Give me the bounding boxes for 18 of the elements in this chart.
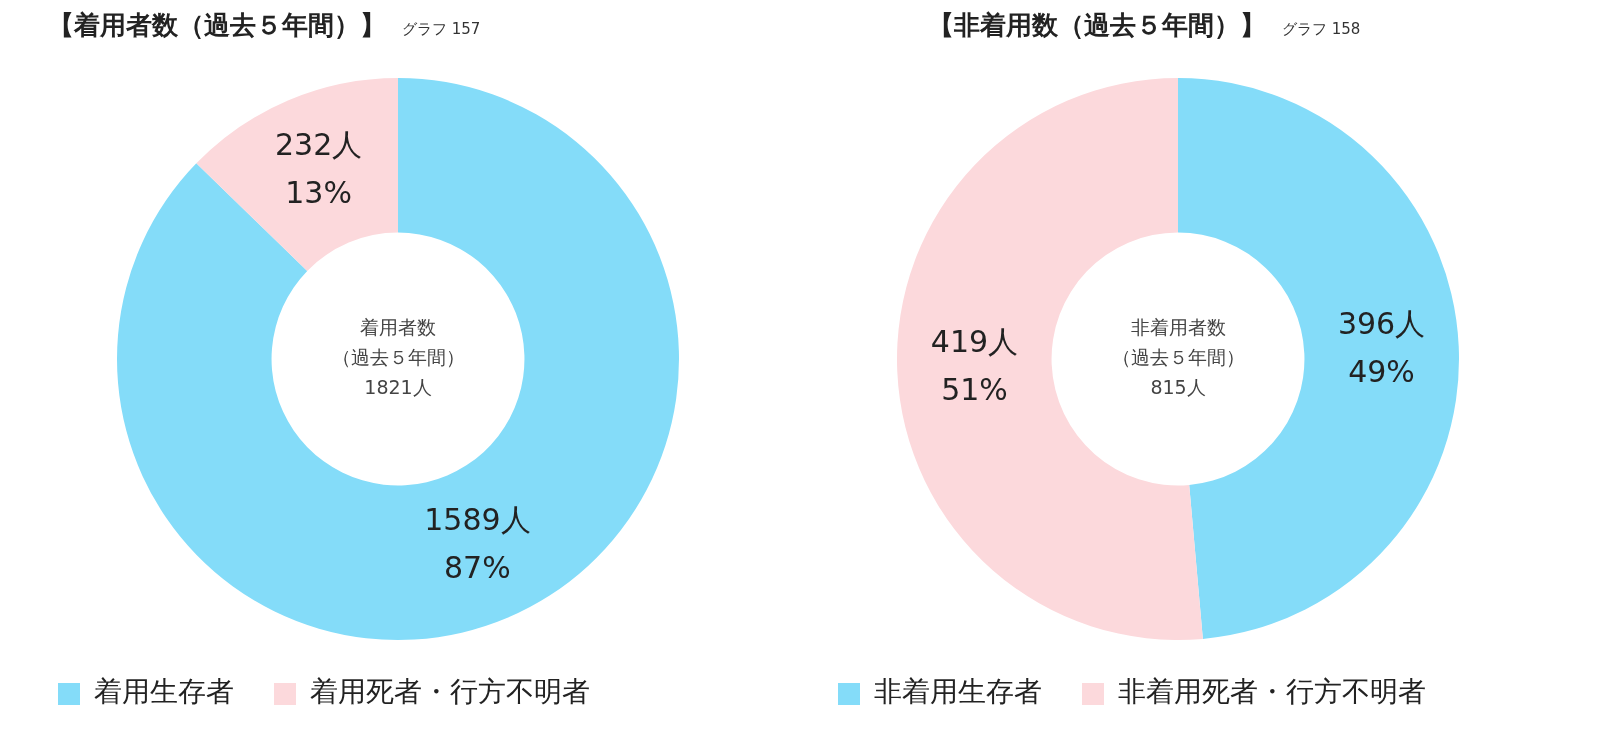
text: 着用者数 (360, 315, 436, 338)
chart-subtitle: グラフ 157 (402, 20, 481, 39)
text: 815人 (1150, 375, 1206, 398)
text: 非着用者数 (1130, 315, 1226, 338)
data-label: 232人 13% (274, 127, 363, 211)
text: （過去５年間） (1111, 345, 1245, 368)
legend-label: 非着用生存者 (874, 675, 1042, 709)
chart-subtitle: グラフ 158 (1282, 20, 1361, 39)
data-label: 396人 49% (1337, 305, 1426, 389)
legend-label: 着用死者・行方不明者 (310, 675, 590, 709)
text: （過去５年間） (331, 345, 465, 368)
legend-label: 非着用死者・行方不明者 (1118, 675, 1426, 709)
chart-title: 【非着用数（過去５年間）】 (928, 9, 1266, 42)
chart-title: 【着用者数（過去５年間）】 (48, 9, 386, 42)
data-label: 1589人 87% (424, 502, 531, 586)
text: 1821人 (364, 375, 432, 398)
legend-label: 着用生存者 (94, 675, 234, 709)
data-label: 419人 51% (930, 323, 1019, 407)
